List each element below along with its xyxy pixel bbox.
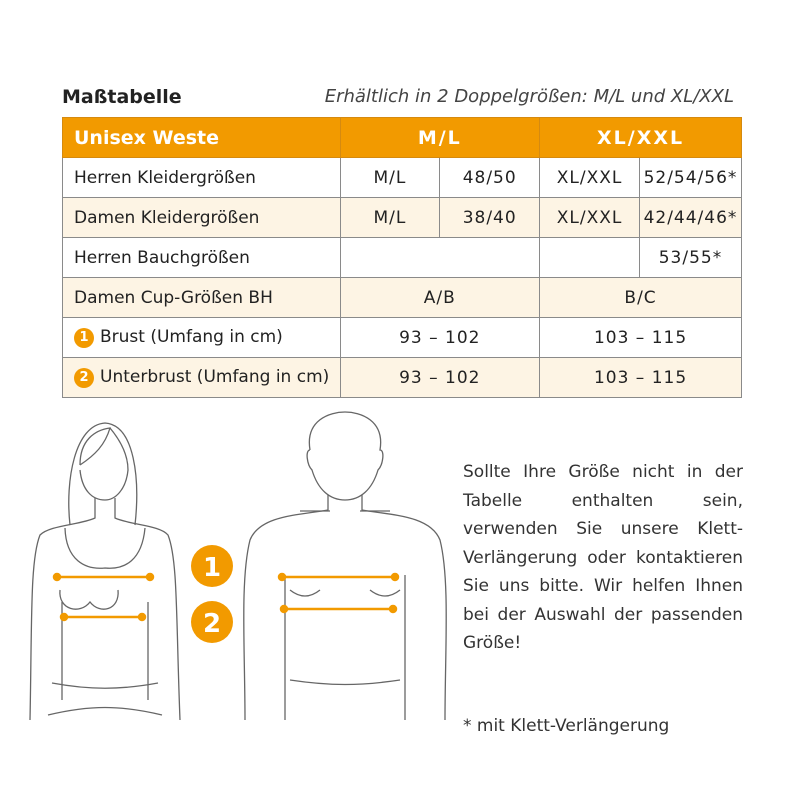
size-table: Unisex Weste M/L XL/XXL Herren Kleidergr…: [62, 117, 743, 398]
table-cell: 93 – 102: [339, 317, 541, 358]
row-label: 1 Brust (Umfang in cm): [62, 317, 341, 358]
row-label: Damen Cup-Größen BH: [62, 277, 341, 318]
body-measurement-illustration: 1 2: [29, 411, 447, 721]
page-title: Maßtabelle: [62, 86, 182, 108]
number-badge-icon: 2: [74, 368, 94, 388]
table-cell: [339, 237, 541, 278]
number-badge-icon: 1: [74, 328, 94, 348]
table-cell: [539, 237, 640, 278]
row-label: Herren Kleidergrößen: [62, 157, 341, 198]
table-row: 2 Unterbrust (Umfang in cm) 93 – 102 103 …: [62, 357, 742, 398]
table-cell: M/L: [339, 157, 441, 198]
man-figure-icon: [243, 411, 447, 721]
measurement-lines: [52, 572, 400, 622]
woman-figure-icon: [29, 422, 181, 721]
row-label: 2 Unterbrust (Umfang in cm): [62, 357, 341, 398]
table-cell: 103 – 115: [539, 317, 742, 358]
table-header: Unisex Weste M/L XL/XXL: [62, 117, 742, 158]
table-cell: XL/XXL: [539, 157, 640, 198]
row-label: Herren Bauchgrößen: [62, 237, 341, 278]
header-ml: M/L: [339, 117, 541, 158]
table-cell: XL/XXL: [539, 197, 640, 238]
marker-2-icon: 2: [191, 601, 233, 643]
table-cell: 52/54/56*: [638, 157, 743, 198]
page-subtitle: Erhältlich in 2 Doppelgrößen: M/L und XL…: [324, 86, 734, 107]
header-product: Unisex Weste: [62, 117, 341, 158]
header-xlxxl: XL/XXL: [539, 117, 742, 158]
table-cell: 103 – 115: [539, 357, 742, 398]
table-row: Herren Kleidergrößen M/L 48/50 XL/XXL 52…: [62, 157, 743, 198]
table-row: Herren Bauchgrößen 53/55*: [62, 237, 743, 278]
table-cell: 93 – 102: [339, 357, 541, 398]
footnote: * mit Klett-Verlängerung: [463, 716, 670, 736]
svg-text:2: 2: [203, 609, 221, 639]
table-row: Damen Cup-Größen BH A/B B/C: [62, 277, 742, 318]
table-cell: 42/44/46*: [638, 197, 743, 238]
row-label: Damen Kleidergrößen: [62, 197, 341, 238]
table-cell: 38/40: [439, 197, 541, 238]
table-row: 1 Brust (Umfang in cm) 93 – 102 103 – 115: [62, 317, 742, 358]
marker-1-icon: 1: [191, 545, 233, 587]
row-label-text: Brust (Umfang in cm): [100, 327, 283, 347]
table-row: Damen Kleidergrößen M/L 38/40 XL/XXL 42/…: [62, 197, 743, 238]
table-cell: A/B: [339, 277, 541, 318]
svg-text:1: 1: [203, 553, 221, 583]
table-cell: 53/55*: [638, 237, 743, 278]
table-cell: B/C: [539, 277, 742, 318]
row-label-text: Unterbrust (Umfang in cm): [100, 367, 330, 387]
table-cell: M/L: [339, 197, 441, 238]
table-cell: 48/50: [439, 157, 541, 198]
size-note: Sollte Ihre Größe nicht in der Tabelle e…: [463, 462, 743, 653]
